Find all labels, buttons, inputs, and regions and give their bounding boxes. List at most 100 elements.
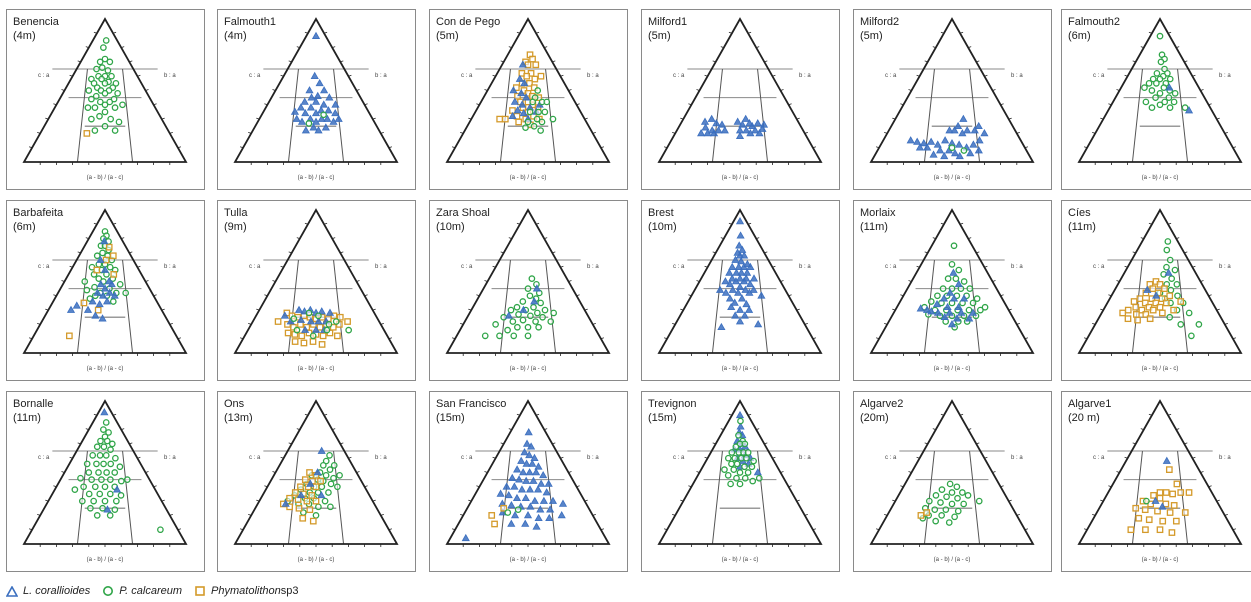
grid-line [545, 259, 557, 354]
point-l-corallioides [321, 123, 330, 131]
point-p-calcareum [1145, 80, 1153, 87]
point-phymatolithon-sp3 [1177, 298, 1185, 305]
point-phymatolithon-sp3 [306, 469, 313, 476]
axis-tick [460, 514, 464, 516]
point-phymatolithon-sp3 [1158, 295, 1166, 303]
axis-label-right: b : a [587, 73, 599, 79]
point-p-calcareum [925, 497, 933, 505]
point-l-corallioides [520, 78, 529, 87]
axis-tick [747, 222, 752, 225]
point-p-calcareum [735, 431, 742, 439]
point-l-corallioides [970, 126, 979, 134]
axis-tick [672, 323, 676, 325]
point-l-corallioides [952, 314, 962, 322]
point-p-calcareum [513, 303, 521, 311]
axis-tick [712, 251, 716, 254]
axis-label-bottom: (a - b) / (a - c) [934, 366, 971, 372]
point-l-corallioides [735, 305, 745, 313]
point-l-corallioides [311, 108, 321, 117]
axis-tick [1116, 471, 1120, 473]
point-p-calcareum [966, 285, 974, 292]
point-p-calcareum [524, 323, 532, 331]
point-phymatolithon-sp3 [1119, 309, 1127, 317]
axis-tick [1016, 514, 1020, 516]
grid-line [969, 259, 981, 354]
point-p-calcareum [78, 497, 86, 505]
axis-tick [1024, 337, 1029, 340]
point-p-calcareum [969, 299, 977, 307]
point-l-corallioides [735, 317, 745, 325]
axis-tick [239, 528, 244, 531]
axis-tick [600, 528, 605, 531]
axis-tick [112, 413, 117, 416]
axis-label-bottom: (a - b) / (a - c) [510, 175, 547, 181]
point-l-corallioides [311, 325, 321, 333]
point-phymatolithon-sp3 [1141, 506, 1149, 514]
point-l-corallioides [311, 117, 321, 125]
point-l-corallioides [515, 74, 524, 82]
panel-depth: (15m) [436, 412, 465, 424]
point-l-corallioides [751, 126, 760, 134]
panel-depth: (4m) [13, 30, 36, 42]
point-l-corallioides [105, 288, 114, 296]
point-p-calcareum [1163, 263, 1170, 271]
point-p-calcareum [98, 476, 105, 483]
point-phymatolithon-sp3 [1142, 526, 1149, 534]
point-l-corallioides [325, 93, 334, 101]
axis-tick [728, 31, 733, 34]
axis-tick [1208, 485, 1212, 488]
axis-tick [535, 222, 540, 225]
point-l-corallioides [539, 470, 548, 479]
axis-tick [672, 132, 676, 134]
circle-icon [103, 586, 114, 596]
point-p-calcareum [496, 332, 503, 340]
point-p-calcareum [1188, 332, 1195, 340]
axis-tick [121, 428, 125, 430]
point-p-calcareum [934, 292, 941, 300]
axis-tick [1167, 31, 1172, 34]
point-l-corallioides [523, 510, 533, 519]
axis-tick [264, 294, 268, 297]
point-phymatolithon-sp3 [312, 483, 320, 491]
axis-tick [476, 294, 480, 297]
axis-tick [28, 146, 33, 149]
point-l-corallioides [707, 114, 716, 122]
axis-label-bottom: (a - b) / (a - c) [722, 175, 759, 181]
axis-tick [1176, 428, 1180, 430]
point-p-calcareum [1161, 98, 1169, 106]
point-p-calcareum [730, 466, 738, 473]
point-p-calcareum [116, 281, 124, 288]
point-l-corallioides [758, 124, 767, 132]
point-p-calcareum [312, 512, 320, 519]
point-l-corallioides [334, 114, 343, 122]
point-phymatolithon-sp3 [496, 115, 504, 123]
point-phymatolithon-sp3 [1145, 516, 1153, 524]
axis-tick [372, 308, 376, 311]
axis-tick [544, 428, 548, 430]
point-l-corallioides [317, 490, 326, 499]
point-p-calcareum [318, 483, 326, 491]
point-l-corallioides [98, 314, 107, 322]
point-l-corallioides [740, 311, 749, 319]
point-p-calcareum [87, 504, 94, 512]
point-p-calcareum [84, 104, 92, 112]
grid-line [333, 259, 345, 354]
point-p-calcareum [948, 144, 956, 152]
axis-label-left: c : a [673, 455, 685, 461]
point-l-corallioides [72, 301, 81, 309]
point-l-corallioides [513, 465, 522, 473]
axis-tick [1132, 251, 1136, 254]
point-phymatolithon-sp3 [83, 130, 91, 137]
axis-label-left: c : a [673, 73, 685, 79]
axis-tick [288, 442, 292, 445]
axis-tick [1108, 485, 1112, 488]
point-p-calcareum [541, 108, 549, 116]
point-p-calcareum [97, 437, 104, 445]
grid-line [711, 68, 723, 163]
point-l-corallioides [703, 128, 712, 137]
point-p-calcareum [1168, 275, 1176, 282]
axis-tick [940, 31, 945, 34]
point-l-corallioides [502, 482, 511, 490]
point-phymatolithon-sp3 [1138, 306, 1146, 314]
axis-tick [1184, 60, 1188, 63]
